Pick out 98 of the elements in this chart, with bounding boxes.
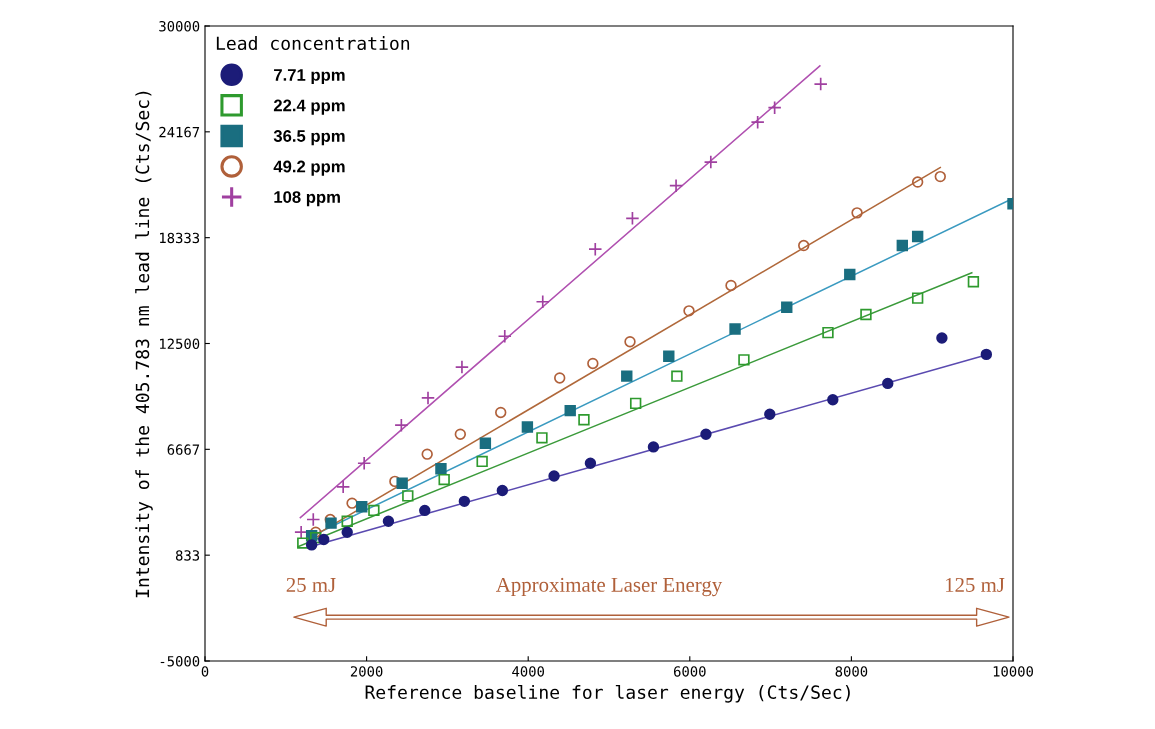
- point: [668, 178, 684, 193]
- y-tick-label: 30000: [159, 21, 200, 32]
- point: [336, 479, 351, 494]
- annotation: Approximate Laser Energy: [496, 577, 723, 597]
- point: [703, 154, 718, 170]
- point: [479, 437, 492, 449]
- point: [438, 473, 450, 486]
- point: [936, 332, 948, 344]
- point: [495, 406, 507, 419]
- point: [578, 414, 590, 426]
- x-tick-label: 6000: [673, 666, 706, 677]
- point: [548, 470, 560, 482]
- point: [454, 360, 470, 375]
- point: [454, 428, 467, 440]
- point: [629, 397, 642, 410]
- y-tick-label: 6667: [167, 444, 200, 455]
- x-tick-label: 10000: [993, 666, 1033, 677]
- legend-label: 36.5 ppm: [273, 130, 345, 146]
- point: [781, 301, 793, 313]
- point: [700, 428, 712, 440]
- point: [341, 515, 353, 527]
- y-tick-label: 12500: [160, 338, 200, 350]
- legend-label: 22.4 ppm: [273, 99, 345, 115]
- point: [729, 323, 741, 335]
- point: [911, 176, 924, 188]
- point: [421, 448, 433, 460]
- point: [584, 457, 597, 469]
- point: [420, 390, 436, 406]
- point: [911, 292, 924, 304]
- point: [624, 335, 636, 348]
- point: [827, 394, 839, 406]
- point: [497, 329, 512, 344]
- x-tick-label: 2000: [350, 666, 383, 677]
- point: [318, 533, 330, 546]
- point: [402, 490, 414, 502]
- point: [396, 477, 408, 489]
- point: [767, 100, 782, 115]
- point: [738, 354, 750, 366]
- point: [419, 504, 431, 517]
- point: [458, 495, 471, 508]
- x-tick-label: 0: [201, 666, 209, 677]
- point: [967, 276, 980, 288]
- point: [860, 308, 872, 321]
- legend-label: 49.2 ppm: [273, 160, 345, 176]
- y-tick-label: -5000: [160, 656, 200, 667]
- legend-label: 7.71 ppm: [274, 69, 345, 85]
- y-axis-title: Intensity of the 405.783 nm lead line (Cts/Sec): [135, 91, 153, 598]
- y-tick-label: 18333: [160, 232, 200, 244]
- point: [934, 170, 946, 183]
- point: [297, 537, 309, 549]
- point: [980, 348, 993, 361]
- point: [535, 294, 550, 309]
- annotation: 125 mJ: [945, 577, 1005, 592]
- point: [536, 432, 548, 444]
- x-axis-title: Reference baseline for laser energy (Cts/Sec): [365, 684, 850, 703]
- point: [663, 350, 675, 362]
- point: [851, 207, 863, 219]
- point: [394, 418, 409, 433]
- y-tick-label: 833: [175, 550, 200, 561]
- point: [435, 462, 447, 475]
- point: [725, 279, 737, 292]
- point: [306, 512, 321, 527]
- point: [764, 408, 776, 420]
- point: [671, 370, 683, 382]
- point: [813, 76, 828, 92]
- point: [587, 357, 599, 370]
- point: [305, 539, 318, 551]
- point: [588, 242, 603, 257]
- point: [798, 239, 810, 252]
- point: [683, 305, 695, 317]
- point: [621, 370, 633, 382]
- y-tick-label: 24167: [159, 126, 200, 138]
- point: [750, 115, 765, 130]
- point: [357, 456, 372, 471]
- point: [647, 441, 660, 453]
- annotation: 25 mJ: [286, 577, 336, 592]
- point: [882, 377, 894, 390]
- point: [325, 517, 337, 529]
- point: [346, 497, 358, 509]
- point: [476, 455, 488, 468]
- point: [382, 515, 395, 527]
- point: [844, 268, 856, 281]
- point: [822, 326, 834, 339]
- point: [521, 421, 534, 433]
- point: [896, 239, 909, 252]
- legend-label: 108 ppm: [274, 191, 340, 207]
- point: [554, 372, 566, 384]
- x-tick-label: 4000: [512, 666, 545, 677]
- point: [356, 501, 368, 513]
- point: [389, 475, 401, 488]
- point: [625, 211, 640, 226]
- legend-title: Lead concentration: [216, 36, 410, 51]
- x-tick-label: 8000: [835, 666, 868, 677]
- point: [341, 526, 353, 538]
- point: [368, 504, 380, 517]
- point: [496, 484, 509, 497]
- point: [911, 230, 924, 243]
- point: [564, 404, 576, 417]
